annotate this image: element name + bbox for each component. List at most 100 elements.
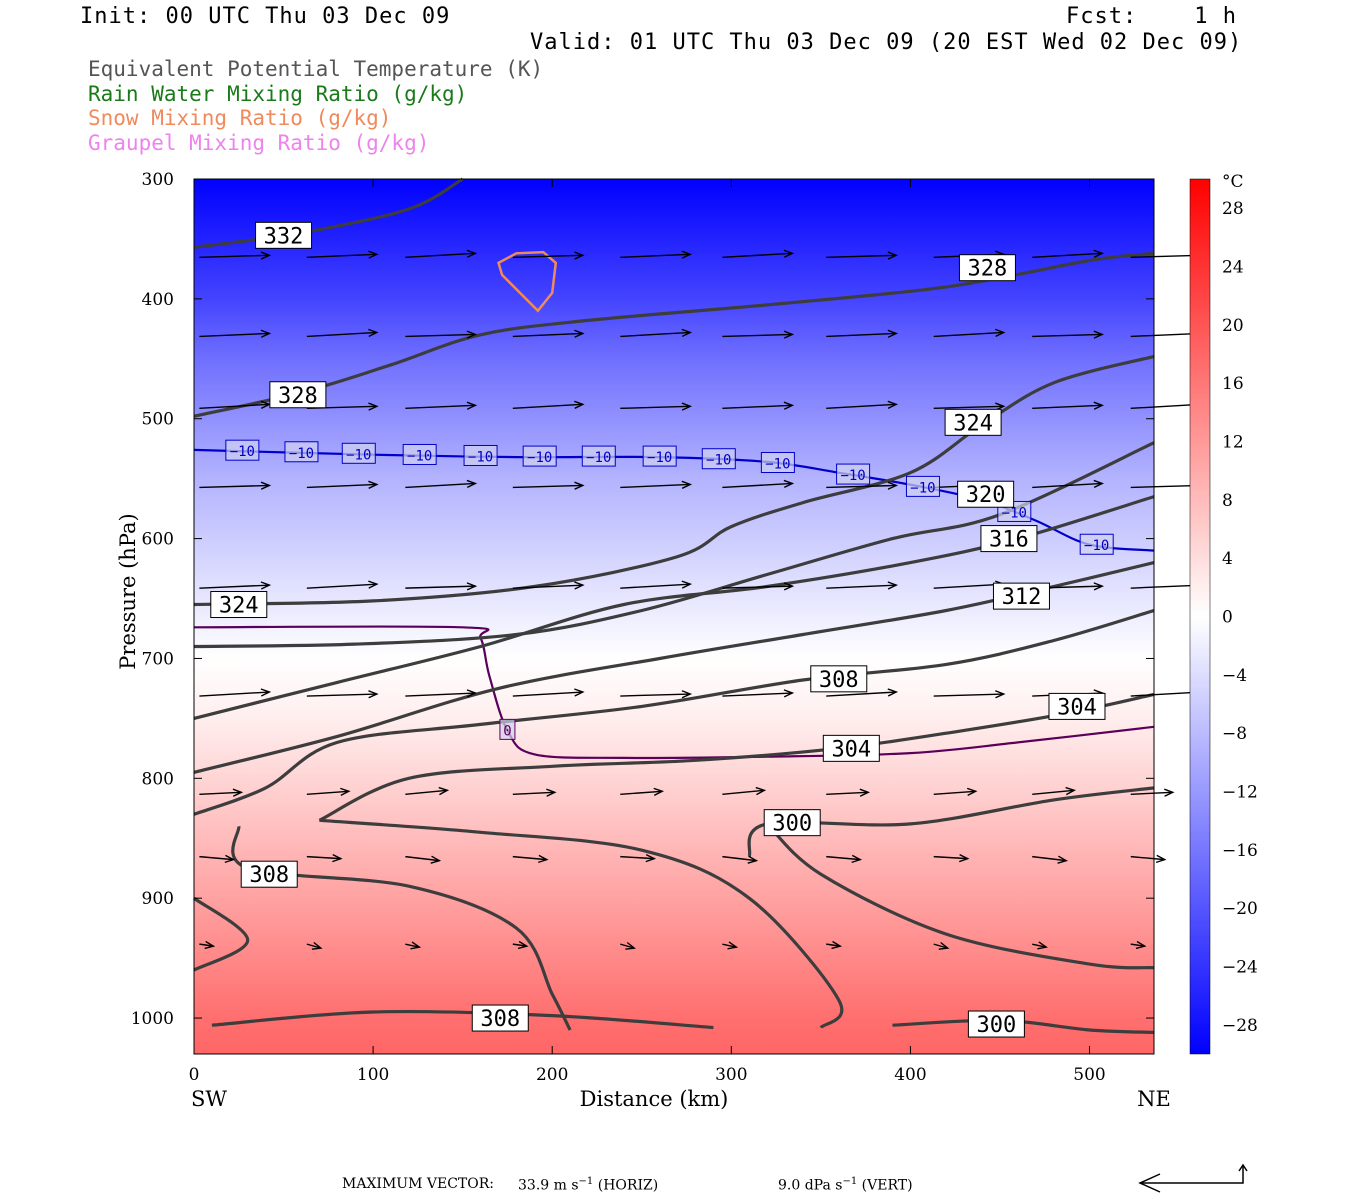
wind-vector-head bbox=[1164, 788, 1175, 797]
temperature-label-box bbox=[463, 444, 498, 466]
horiz-value: 33.9 m s bbox=[518, 1177, 579, 1194]
theta-e-label-box bbox=[763, 809, 821, 837]
temperature-contour-label: −10 bbox=[765, 456, 790, 472]
max-vector-label: MAXIMUM VECTOR: bbox=[342, 1176, 494, 1192]
wind-vector-head bbox=[783, 582, 795, 591]
colorbar-tick-label: −24 bbox=[1222, 958, 1258, 978]
wind-vector-head bbox=[681, 480, 693, 489]
wind-vector bbox=[826, 584, 897, 589]
wind-vector bbox=[826, 855, 861, 861]
wind-vector-head bbox=[681, 690, 693, 699]
wind-vector bbox=[512, 855, 547, 861]
theta-e-label-box bbox=[240, 860, 298, 888]
wind-vector-head bbox=[466, 330, 478, 339]
horiz-unit: (HORIZ) bbox=[597, 1177, 659, 1194]
theta-e-contour bbox=[193, 896, 250, 972]
legend-rain: Rain Water Mixing Ratio (g/kg) bbox=[88, 82, 468, 106]
wind-vector bbox=[620, 331, 691, 338]
wind-vector-head bbox=[466, 401, 478, 410]
theta-e-contour bbox=[193, 251, 1155, 418]
wind-vector-head bbox=[1093, 249, 1105, 258]
theta-e-label-box bbox=[992, 582, 1050, 610]
wind-vector bbox=[1130, 403, 1201, 410]
wind-vector bbox=[826, 484, 897, 489]
theta-e-label: 328 bbox=[968, 257, 1008, 282]
temperature-label-box bbox=[499, 718, 516, 740]
theta-e-label: 308 bbox=[249, 863, 289, 888]
wind-vector-head bbox=[755, 786, 767, 796]
max-vector-arrow bbox=[1138, 1163, 1248, 1193]
theta-e-label: 304 bbox=[831, 737, 871, 762]
temperature-label-box bbox=[642, 445, 677, 467]
wind-vector bbox=[1130, 332, 1201, 338]
wind-vector-head bbox=[966, 787, 978, 797]
wind-vector-head bbox=[1093, 582, 1105, 591]
wind-vector bbox=[620, 583, 691, 589]
wind-vector bbox=[199, 332, 270, 338]
wind-vector bbox=[405, 482, 476, 489]
wind-vector bbox=[826, 332, 897, 338]
x-tick-label: 0 bbox=[189, 1065, 200, 1085]
y-tick-label: 600 bbox=[142, 530, 174, 550]
theta-e-contour bbox=[193, 354, 1155, 607]
temperature-label-box bbox=[581, 445, 616, 467]
temperature-label-box bbox=[836, 463, 871, 485]
y-tick-label: 500 bbox=[142, 410, 174, 430]
wind-vector bbox=[306, 583, 377, 589]
wind-vector-head bbox=[887, 329, 899, 338]
wind-vector-head bbox=[410, 941, 422, 950]
wind-vector-head bbox=[887, 251, 899, 260]
wind-vector-head bbox=[783, 479, 795, 489]
colorbar-unit: °C bbox=[1222, 172, 1244, 192]
temperature-shading bbox=[194, 179, 1154, 1054]
wind-vector-head bbox=[232, 788, 244, 797]
wind-vector-head bbox=[653, 787, 665, 797]
wind-vector-head bbox=[574, 251, 585, 260]
wind-vector-head bbox=[466, 479, 478, 489]
colorbar-tick-label: −16 bbox=[1222, 841, 1258, 861]
theta-e-label: 300 bbox=[772, 812, 812, 837]
wind-vector-head bbox=[260, 688, 272, 697]
wind-vector bbox=[933, 331, 1004, 338]
wind-vector-head bbox=[368, 402, 379, 411]
theta-e-contour bbox=[319, 818, 844, 1029]
wind-vector bbox=[405, 333, 476, 338]
wind-vector-head bbox=[625, 941, 636, 950]
x-end-label-right: NE bbox=[1137, 1087, 1171, 1111]
wind-vector-head bbox=[260, 329, 272, 338]
theta-e-label: 312 bbox=[1002, 585, 1042, 610]
colorbar-tick-label: 20 bbox=[1222, 316, 1244, 336]
horiz-exponent: −1 bbox=[578, 1176, 594, 1187]
temperature-label-box bbox=[402, 443, 437, 465]
wind-vector-head bbox=[332, 854, 343, 863]
wind-vector bbox=[306, 693, 377, 697]
x-tick-label: 500 bbox=[1073, 1065, 1105, 1085]
wind-vector bbox=[199, 403, 270, 410]
theta-e-label: 332 bbox=[264, 224, 304, 249]
wind-vector-head bbox=[438, 786, 450, 796]
wind-vector bbox=[306, 855, 341, 860]
theta-e-label: 324 bbox=[953, 411, 993, 436]
wind-vector-head bbox=[574, 400, 585, 409]
wind-vector-head bbox=[783, 689, 795, 698]
wind-vector bbox=[1130, 584, 1201, 589]
wind-vector-head bbox=[368, 690, 379, 699]
wind-vector bbox=[199, 943, 214, 947]
temperature-contour-label: −10 bbox=[289, 446, 314, 462]
colorbar: °C 28 24 20 16 12 8 4 0 −4 −8 −12 −16 −20 −24 −28 bbox=[1189, 172, 1258, 1055]
wind-vector-head bbox=[340, 787, 351, 797]
wind-vector bbox=[512, 584, 583, 589]
wind-vector bbox=[620, 790, 663, 795]
wind-vector bbox=[405, 585, 476, 589]
wind-vector-head bbox=[311, 941, 323, 950]
temperature-contour-label: −10 bbox=[468, 449, 493, 465]
colorbar-strip bbox=[1189, 178, 1211, 1055]
wind-vector bbox=[826, 791, 869, 796]
theta-e-label: 316 bbox=[989, 528, 1029, 553]
wind-vector bbox=[722, 855, 757, 862]
wind-vector-head bbox=[681, 402, 693, 411]
wind-vector-head bbox=[1093, 330, 1105, 339]
theta-e-label-box bbox=[471, 1004, 529, 1032]
wind-vector bbox=[1130, 791, 1173, 796]
wind-vector-head bbox=[466, 689, 478, 698]
